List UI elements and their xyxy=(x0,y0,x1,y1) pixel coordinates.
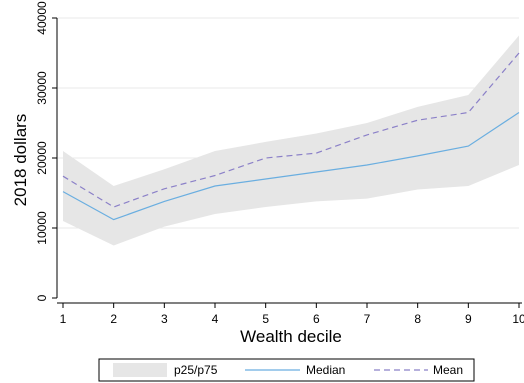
x-tick-label-9: 10 xyxy=(512,312,524,326)
legend-label-band: p25/p75 xyxy=(174,363,218,377)
band-area-p25-p75 xyxy=(63,35,519,246)
y-axis-title: 2018 dollars xyxy=(11,114,30,207)
x-axis-title: Wealth decile xyxy=(240,327,342,346)
x-tick-label-3: 4 xyxy=(212,312,219,326)
y-tick-label-0: 0 xyxy=(35,294,49,301)
x-tick-label-4: 5 xyxy=(262,312,269,326)
y-tick-label-3: 30000 xyxy=(35,71,49,105)
y-tick-label-1: 10000 xyxy=(35,211,49,245)
y-tick-label-2: 20000 xyxy=(35,141,49,175)
y-tick-labels: 0 10000 20000 30000 40000 xyxy=(35,1,57,301)
x-tick-label-2: 3 xyxy=(161,312,168,326)
x-tick-label-0: 1 xyxy=(60,312,67,326)
series-lines xyxy=(62,52,520,221)
legend-swatch-band xyxy=(113,363,167,377)
x-tick-label-8: 9 xyxy=(465,312,472,326)
y-tick-label-4: 40000 xyxy=(35,1,49,35)
series-line-median xyxy=(62,111,520,221)
x-tick-label-1: 2 xyxy=(110,312,117,326)
series-line-mean xyxy=(62,52,520,208)
x-tick-label-5: 6 xyxy=(313,312,320,326)
x-tick-label-7: 8 xyxy=(414,312,421,326)
x-tick-labels: 1 2 3 4 5 6 7 8 9 10 xyxy=(60,303,524,326)
legend-label-median: Median xyxy=(306,363,345,377)
legend: p25/p75 Median Mean xyxy=(98,358,475,382)
x-tick-label-6: 7 xyxy=(364,312,371,326)
legend-label-mean: Mean xyxy=(433,363,463,377)
